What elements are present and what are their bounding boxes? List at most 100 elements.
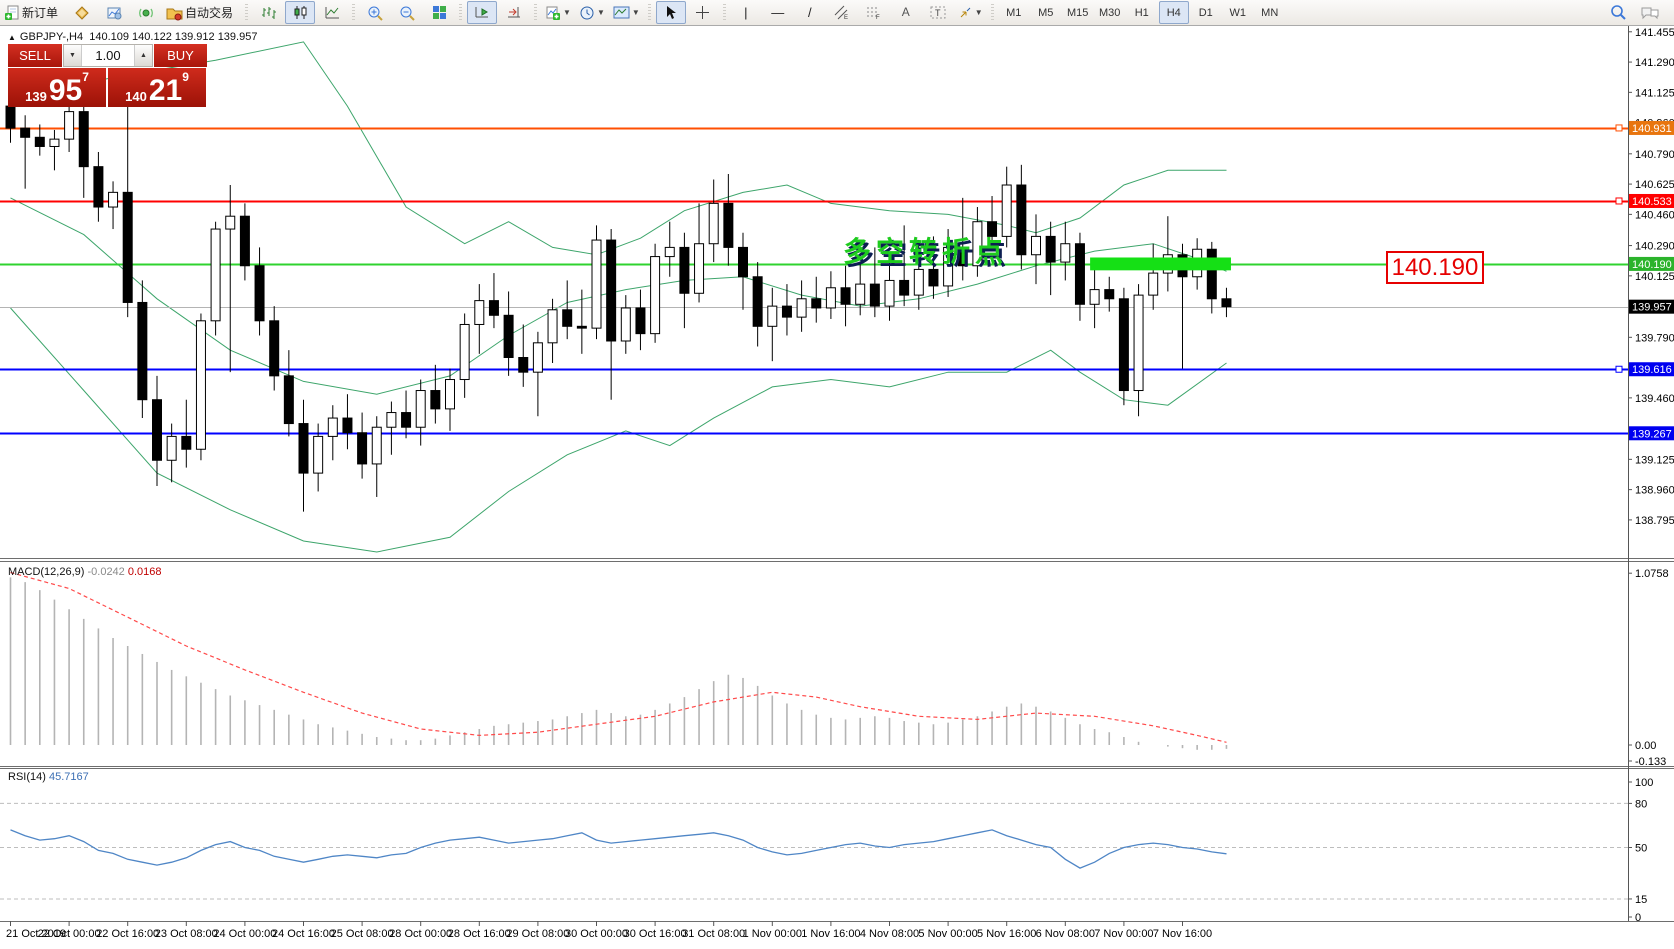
- svg-text:23 Oct 08:00: 23 Oct 08:00: [155, 928, 218, 940]
- dropdown-caret-icon: ▼: [974, 8, 983, 17]
- svg-text:25 Oct 08:00: 25 Oct 08:00: [331, 928, 394, 940]
- timeframe-mn-button[interactable]: MN: [1261, 6, 1279, 19]
- price-chart[interactable]: 141.455141.290141.125140.960140.790140.6…: [0, 25, 1674, 949]
- line-chart-button[interactable]: [317, 1, 347, 24]
- alerts-button[interactable]: [131, 1, 161, 24]
- volume-increase-button[interactable]: ▲: [134, 45, 152, 66]
- timeframe-m5-button[interactable]: M5: [1038, 6, 1054, 19]
- volume-input[interactable]: 1.00: [95, 48, 121, 63]
- svg-text:80: 80: [1635, 798, 1647, 810]
- sell-price-tile[interactable]: 139 95 7: [8, 68, 106, 107]
- svg-text:5 Nov 16:00: 5 Nov 16:00: [977, 928, 1036, 940]
- svg-text:140.625: 140.625: [1635, 179, 1674, 191]
- shapes-button[interactable]: ▼: [955, 1, 986, 24]
- text-button[interactable]: A: [891, 1, 921, 24]
- svg-text:31 Oct 08:00: 31 Oct 08:00: [682, 928, 745, 940]
- candlestick-chart-button[interactable]: [285, 1, 316, 24]
- new-order-button[interactable]: 新订单: [1, 1, 65, 24]
- text-icon: A: [901, 5, 910, 19]
- text-label-button[interactable]: T: [923, 1, 953, 24]
- indicators-button[interactable]: ▼: [542, 1, 574, 24]
- crosshair-button[interactable]: [688, 1, 718, 24]
- templates-button[interactable]: ▼: [610, 1, 643, 24]
- zoom-in-icon: [368, 6, 383, 21]
- buy-price-big: 21: [148, 74, 183, 107]
- svg-text:139.957: 139.957: [1632, 302, 1672, 314]
- svg-text:139.267: 139.267: [1632, 428, 1672, 440]
- svg-text:F: F: [876, 15, 880, 20]
- sell-price-small: 139: [25, 89, 47, 104]
- data-window-button[interactable]: [99, 1, 129, 24]
- svg-text:1.0758: 1.0758: [1635, 568, 1669, 580]
- channel-button[interactable]: E: [827, 1, 857, 24]
- svg-text:140.460: 140.460: [1635, 209, 1674, 221]
- zoom-out-icon: [400, 6, 415, 21]
- sell-price-sup: 7: [82, 70, 89, 84]
- sell-price-big: 95: [48, 74, 83, 107]
- bar-chart-icon: [261, 7, 276, 19]
- svg-text:100: 100: [1635, 777, 1653, 789]
- svg-text:30 Oct 16:00: 30 Oct 16:00: [624, 928, 687, 940]
- bar-chart-button[interactable]: [253, 1, 283, 24]
- horizontal-line-button[interactable]: —: [763, 1, 793, 24]
- zoom-out-button[interactable]: [392, 1, 422, 24]
- trendline-icon: /: [807, 5, 812, 20]
- svg-text:21 Oct 2019: 21 Oct 2019: [6, 928, 66, 940]
- clock-icon: [580, 6, 594, 19]
- toolbar-separator: [457, 3, 465, 22]
- tile-windows-button[interactable]: [424, 1, 454, 24]
- toolbar: 新订单: [0, 0, 1674, 26]
- timeframe-h1-button[interactable]: H1: [1134, 6, 1149, 19]
- line-chart-icon: [325, 7, 339, 19]
- periods-button[interactable]: ▼: [576, 1, 608, 24]
- svg-text:139.790: 139.790: [1635, 332, 1674, 344]
- symbol-info: ▲ GBPJPY-,H4 140.109 140.122 139.912 139.…: [8, 31, 257, 43]
- buy-button[interactable]: BUY: [154, 44, 207, 67]
- timeframe-m30-button[interactable]: M30: [1099, 6, 1121, 19]
- price-annotation-box[interactable]: 140.190: [1386, 251, 1484, 284]
- svg-text:139.616: 139.616: [1632, 364, 1672, 376]
- chart-shift-button[interactable]: [499, 1, 529, 24]
- symbol-name: GBPJPY-,H4: [19, 31, 84, 43]
- macd-signal-value: 0.0168: [127, 566, 162, 578]
- fibonacci-button[interactable]: F: [859, 1, 889, 24]
- svg-text:141.125: 141.125: [1635, 87, 1674, 99]
- collapse-triangle-icon[interactable]: ▲: [8, 33, 16, 42]
- auto-scroll-button[interactable]: [467, 1, 498, 24]
- timeframe-d1-button[interactable]: D1: [1198, 6, 1213, 19]
- dropdown-caret-icon: ▼: [631, 8, 640, 17]
- timeframe-m15-button[interactable]: M15: [1067, 6, 1089, 19]
- dropdown-caret-icon: ▼: [596, 8, 605, 17]
- channel-icon: E: [834, 5, 848, 20]
- timeframe-w1-button[interactable]: W1: [1229, 6, 1246, 19]
- buy-price-tile[interactable]: 140 21 9: [108, 68, 206, 107]
- auto-trading-button[interactable]: 自动交易: [163, 1, 240, 24]
- volume-decrease-button[interactable]: ▼: [64, 45, 82, 66]
- sell-button[interactable]: SELL: [8, 44, 62, 67]
- gold-diamond-icon: [75, 5, 89, 20]
- vertical-line-button[interactable]: |: [731, 1, 761, 24]
- trendline-button[interactable]: /: [795, 1, 825, 24]
- annotation-text: 多空转折点: [843, 236, 1009, 267]
- macd-label: MACD(12,26,9) -0.0242 0.0168: [8, 566, 162, 578]
- vertical-line-icon: |: [744, 5, 748, 20]
- timeframe-m1-button[interactable]: M1: [1006, 6, 1022, 19]
- timeframe-h4-button[interactable]: H4: [1158, 1, 1189, 24]
- svg-text:140.931: 140.931: [1632, 123, 1672, 135]
- zoom-in-button[interactable]: [360, 1, 390, 24]
- svg-text:E: E: [844, 15, 848, 20]
- chat-bubbles-icon: [1641, 7, 1659, 19]
- add-indicator-icon: [546, 6, 561, 20]
- svg-text:1 Nov 00:00: 1 Nov 00:00: [743, 928, 802, 940]
- chat-button[interactable]: [1635, 1, 1665, 24]
- toolbar-separator: [532, 3, 540, 22]
- svg-text:140.790: 140.790: [1635, 149, 1674, 161]
- svg-text:-0.133: -0.133: [1635, 756, 1666, 768]
- styler-button[interactable]: [67, 1, 97, 24]
- search-button[interactable]: [1603, 1, 1633, 24]
- chart-window[interactable]: 141.455141.290141.125140.960140.790140.6…: [0, 25, 1674, 949]
- svg-text:7 Nov 16:00: 7 Nov 16:00: [1153, 928, 1212, 940]
- crosshair-icon: [696, 6, 710, 19]
- cursor-button[interactable]: [655, 1, 686, 24]
- toolbar-separator: [350, 3, 358, 22]
